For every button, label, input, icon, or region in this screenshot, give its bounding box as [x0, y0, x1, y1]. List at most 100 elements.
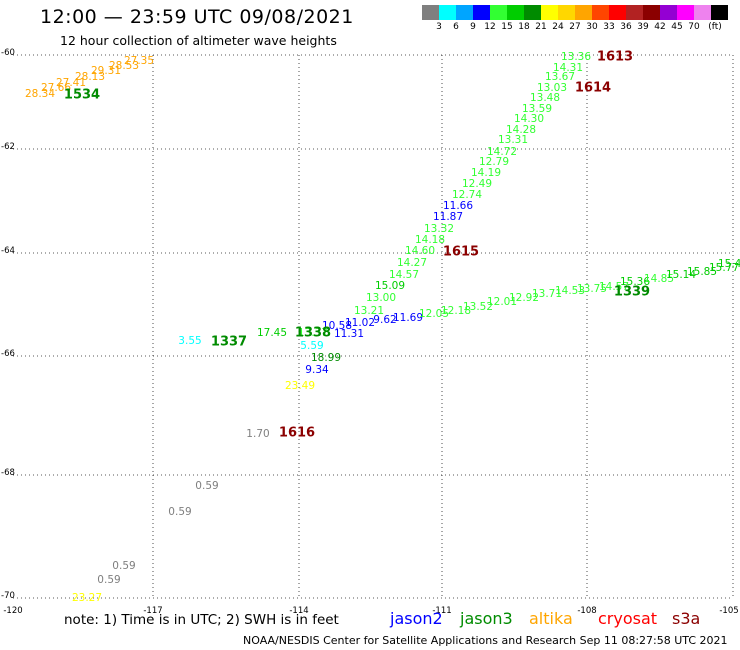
color-swatch [558, 5, 575, 20]
wave-height-value: 28.53 [108, 60, 140, 72]
orbit-number: 1339 [613, 284, 651, 300]
legend-jason2: jason2 [390, 609, 443, 628]
orbit-number: 1615 [442, 244, 480, 260]
wave-height-value: 13.59 [521, 103, 553, 115]
color-swatch [677, 5, 694, 20]
longitude-label: -108 [577, 606, 597, 616]
color-scale-bar [422, 5, 728, 20]
color-scale-label: 42 [654, 22, 666, 32]
wave-height-value: 13.31 [497, 134, 529, 146]
wave-height-value: 27.35 [123, 55, 155, 67]
color-scale-label: 45 [671, 22, 683, 32]
wave-height-value: 0.59 [168, 506, 192, 518]
orbit-number: 1614 [574, 80, 612, 96]
wave-height-value: 28.13 [74, 71, 106, 83]
color-swatch [473, 5, 490, 20]
color-scale-label: 6 [453, 22, 459, 32]
color-scale-label: 21 [535, 22, 547, 32]
wave-height-value: 14.57 [598, 281, 630, 293]
wave-height-value: 9.34 [305, 364, 329, 376]
color-scale-label: 30 [586, 22, 598, 32]
wave-height-value: 14.18 [414, 234, 446, 246]
wave-height-value: 11.66 [442, 200, 474, 212]
longitude-label: -120 [3, 606, 23, 616]
wave-height-value: 27.66 [40, 82, 72, 94]
latitude-label: -62 [1, 142, 15, 152]
map-title: 12:00 — 23:59 UTC 09/08/2021 [40, 6, 354, 28]
wave-height-value: 14.85 [643, 273, 675, 285]
wave-height-value: 18.99 [310, 352, 342, 364]
wave-height-value: 0.59 [97, 574, 121, 586]
legend-cryosat: cryosat [598, 609, 658, 628]
color-swatch [694, 5, 711, 20]
color-scale-label: 27 [569, 22, 581, 32]
wave-height-value: 13.36 [560, 51, 592, 63]
credit-line: NOAA/NESDIS Center for Satellite Applica… [243, 634, 728, 647]
wave-height-value: 15.77 [708, 262, 740, 274]
wave-height-value: 14.31 [552, 62, 584, 74]
wave-height-value: 10.58 [321, 320, 353, 332]
wave-height-value: 12.49 [461, 178, 493, 190]
units-note: note: 1) Time is in UTC; 2) SWH is in fe… [64, 612, 339, 628]
wave-height-value: 14.28 [505, 124, 537, 136]
wave-height-value: 14.27 [396, 257, 428, 269]
color-scale-label: 24 [552, 22, 564, 32]
color-swatch [507, 5, 524, 20]
wave-height-value: 15.09 [374, 280, 406, 292]
color-scale-label: 15 [501, 22, 513, 32]
color-swatch [711, 5, 728, 20]
orbit-number: 1338 [294, 325, 332, 341]
wave-height-value: 14.30 [513, 113, 545, 125]
wave-height-value: 13.71 [531, 288, 563, 300]
wave-height-value: 1.70 [246, 428, 270, 440]
longitude-label: -111 [432, 606, 452, 616]
orbit-number: 1534 [63, 87, 101, 103]
wave-height-value: 17.45 [256, 327, 288, 339]
color-swatch [592, 5, 609, 20]
wave-height-value: 29.31 [90, 65, 122, 77]
wave-height-value: 9.62 [373, 314, 397, 326]
wave-height-value: 12.01 [486, 296, 518, 308]
color-swatch [575, 5, 592, 20]
color-scale-label: 12 [484, 22, 496, 32]
wave-height-value: 15.36 [619, 276, 651, 288]
wave-height-value: 13.32 [423, 223, 455, 235]
color-scale-label: 9 [470, 22, 476, 32]
latitude-label: -66 [1, 349, 15, 359]
wave-height-value: 14.53 [554, 285, 586, 297]
map-subtitle: 12 hour collection of altimeter wave hei… [60, 33, 337, 48]
longitude-label: -114 [289, 606, 309, 616]
color-swatch [541, 5, 558, 20]
wave-height-value: 15.14 [665, 269, 697, 281]
wave-height-value: 13.37 [297, 327, 329, 339]
color-scale-label: 39 [637, 22, 649, 32]
wave-height-value: 14.19 [470, 167, 502, 179]
latitude-label: -64 [1, 246, 15, 256]
wave-height-value: 14.72 [486, 146, 518, 158]
wave-height-value: 27.41 [55, 77, 87, 89]
legend-altika: altika [529, 609, 573, 628]
wave-height-value: 12.05 [418, 308, 450, 320]
wave-height-value: 14.57 [388, 269, 420, 281]
wave-height-value: 12.18 [440, 305, 472, 317]
wave-height-value: 14.60 [404, 245, 436, 257]
color-swatch [660, 5, 677, 20]
legend-jason3: jason3 [460, 609, 513, 628]
color-swatch [643, 5, 660, 20]
wave-height-value: 15.85 [686, 266, 718, 278]
orbit-number: 1337 [210, 334, 248, 350]
color-scale-label: 3 [436, 22, 442, 32]
color-swatch [490, 5, 507, 20]
wave-height-value: 13.67 [544, 71, 576, 83]
wave-height-value: 23.49 [284, 380, 316, 392]
wave-height-value: 13.03 [536, 82, 568, 94]
color-scale-label: 33 [603, 22, 615, 32]
color-swatch [456, 5, 473, 20]
color-swatch [609, 5, 626, 20]
latitude-label: -70 [1, 591, 15, 601]
color-scale-label: 18 [518, 22, 530, 32]
color-swatch [524, 5, 541, 20]
lat-lon-grid [13, 54, 734, 599]
longitude-label: -105 [719, 606, 739, 616]
